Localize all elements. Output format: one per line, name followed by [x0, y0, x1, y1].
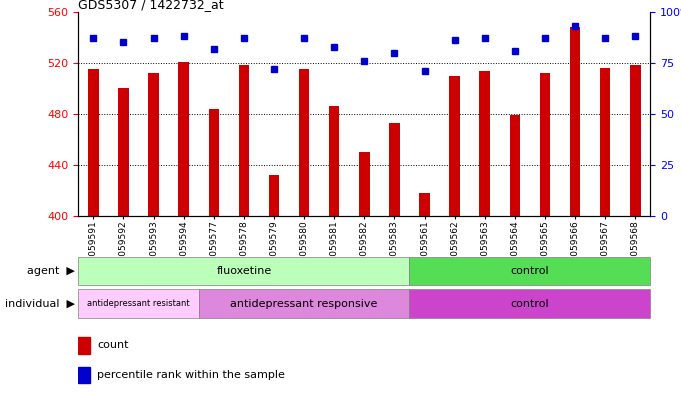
Bar	[409, 289, 650, 318]
Bar	[359, 152, 370, 216]
Text: antidepressant resistant: antidepressant resistant	[87, 299, 190, 308]
Bar	[630, 65, 641, 216]
Bar	[540, 73, 550, 216]
Text: GDS5307 / 1422732_at: GDS5307 / 1422732_at	[78, 0, 224, 11]
Bar	[269, 175, 279, 216]
Bar	[238, 65, 249, 216]
Bar	[509, 115, 520, 216]
Bar	[78, 257, 409, 285]
Bar	[409, 257, 650, 285]
Bar	[78, 367, 91, 383]
Text: percentile rank within the sample: percentile rank within the sample	[97, 370, 285, 380]
Text: control: control	[511, 266, 550, 276]
Bar	[88, 69, 99, 216]
Text: agent  ▶: agent ▶	[27, 266, 75, 276]
Bar	[570, 27, 580, 216]
Bar	[419, 193, 430, 216]
Text: fluoxetine: fluoxetine	[217, 266, 272, 276]
Bar	[600, 68, 610, 216]
Bar	[449, 75, 460, 216]
Text: count: count	[97, 340, 129, 351]
Bar	[208, 109, 219, 216]
Bar	[299, 69, 309, 216]
Bar	[148, 73, 159, 216]
Text: individual  ▶: individual ▶	[5, 299, 75, 309]
Bar	[78, 337, 91, 354]
Bar	[78, 289, 199, 318]
Bar	[329, 106, 340, 216]
Bar	[118, 88, 129, 216]
Bar	[389, 123, 400, 216]
Bar	[479, 70, 490, 216]
Bar	[199, 289, 409, 318]
Text: antidepressant responsive: antidepressant responsive	[230, 299, 378, 309]
Bar	[178, 62, 189, 216]
Text: control: control	[511, 299, 550, 309]
